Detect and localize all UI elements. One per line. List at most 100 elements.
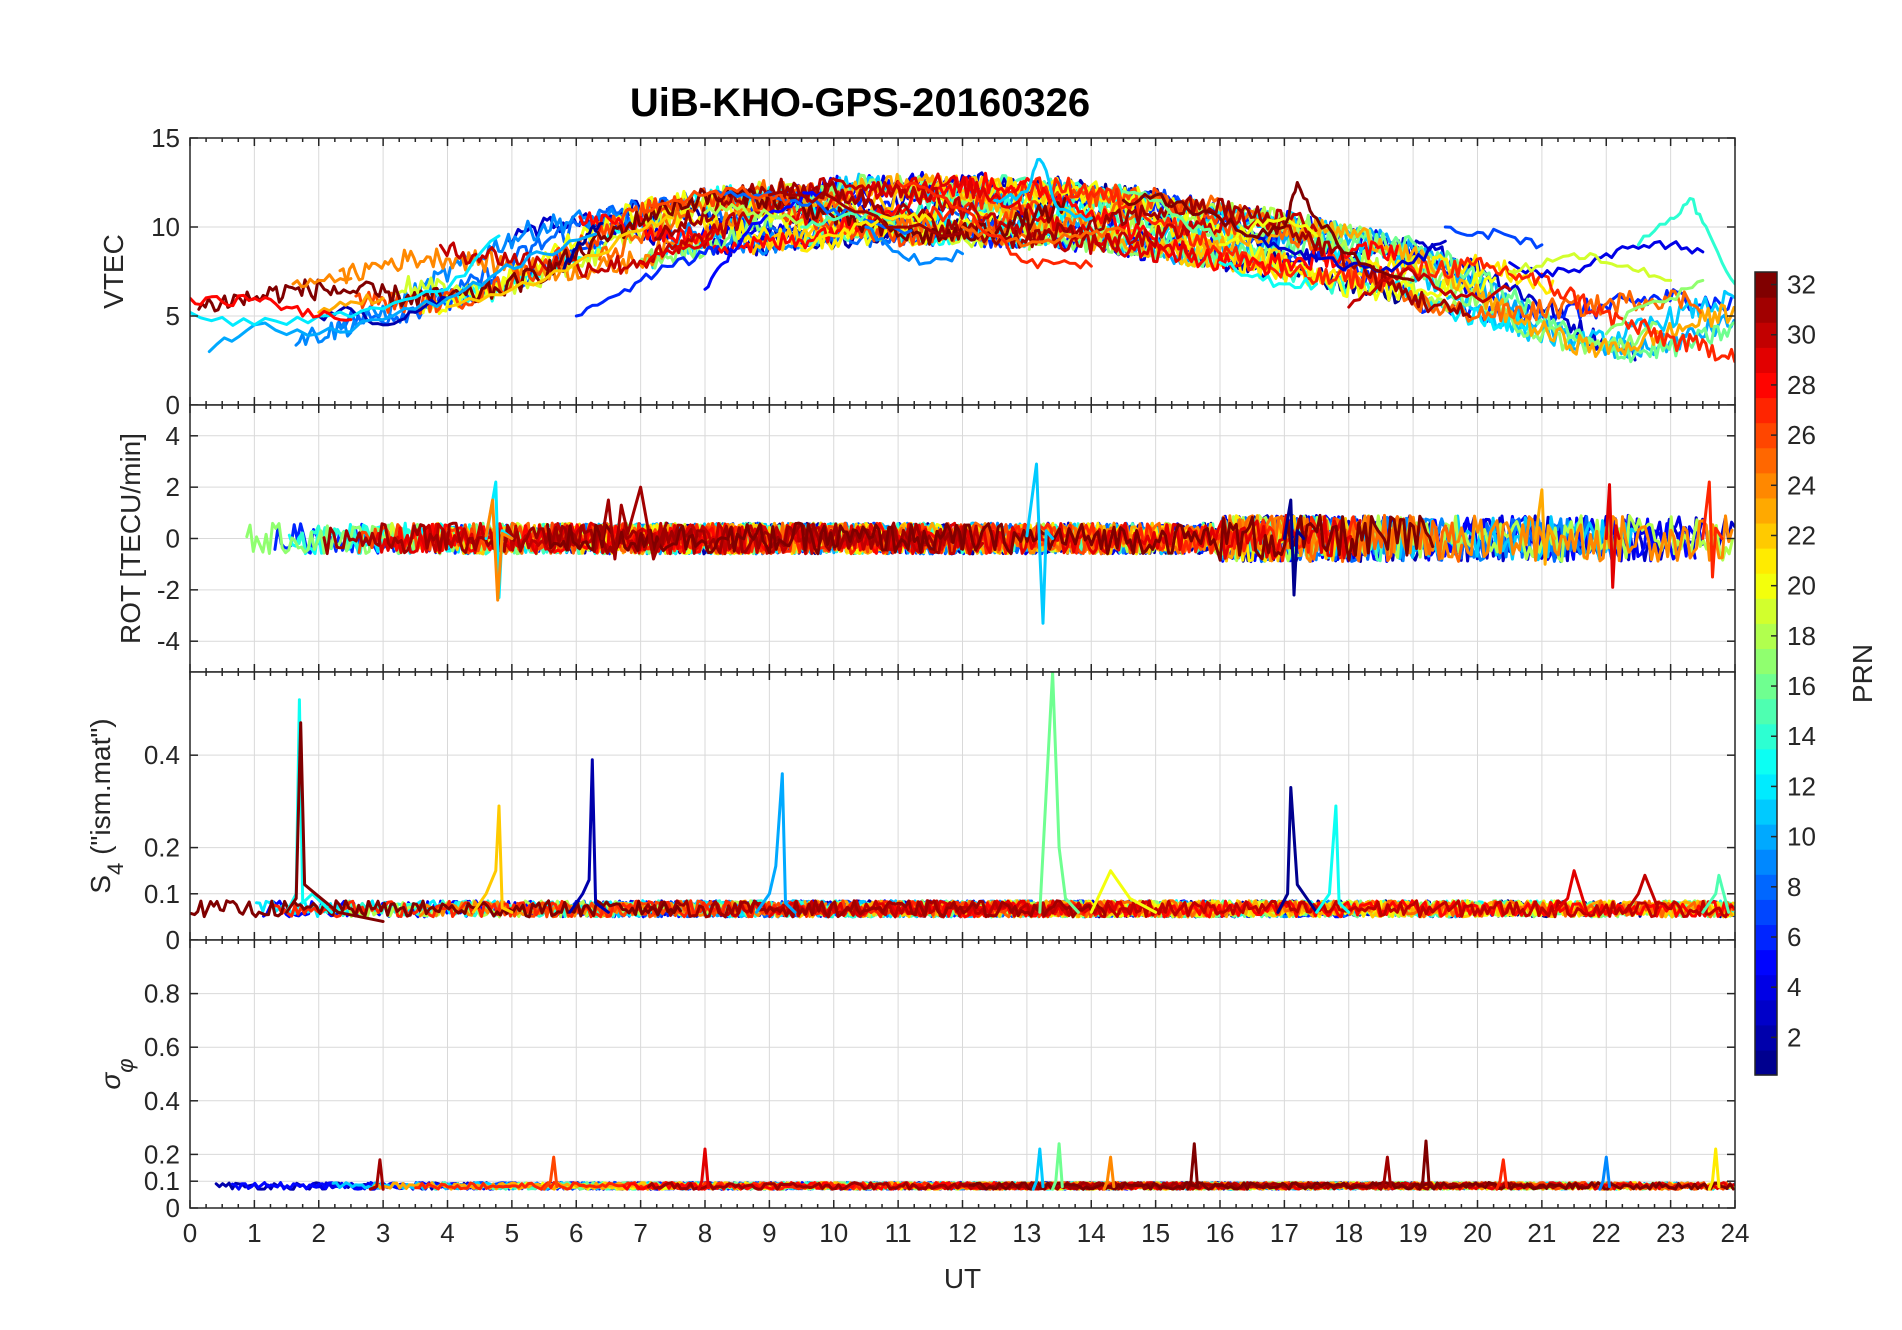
y-tick-label: 5 [166, 301, 180, 331]
series-prn-12 [190, 234, 501, 327]
colorbar-cell [1755, 949, 1777, 976]
series-prn-23 [1533, 488, 1557, 566]
series-prn-14 [1636, 197, 1735, 286]
x-tick-label: 18 [1334, 1218, 1363, 1248]
series-prn-29 [639, 228, 720, 267]
series-prn-22 [446, 214, 675, 309]
colorbar-cell [1755, 999, 1777, 1026]
series-prn-23 [317, 293, 385, 314]
x-tick-label: 11 [885, 1218, 912, 1248]
y-tick-label: 2 [166, 472, 180, 502]
texture-trace [969, 1181, 1735, 1191]
series-prn-18 [703, 203, 804, 225]
y-tick-label: -4 [157, 626, 180, 656]
series-prn-30 [1347, 266, 1512, 309]
texture-trace [439, 177, 1318, 278]
y-axis-label: VTEC [98, 234, 129, 309]
y-tick-label: -2 [157, 575, 180, 605]
colorbar-tick-label: 4 [1787, 972, 1801, 1002]
colorbar-tick-label: 26 [1787, 420, 1816, 450]
colorbar-cell [1755, 297, 1777, 323]
colorbar-tick-label: 22 [1787, 520, 1816, 550]
colorbar-cell [1755, 322, 1777, 348]
series-prn-31 [600, 485, 668, 561]
series-prn-10 [755, 772, 797, 914]
colorbar-cell [1755, 974, 1777, 1001]
series-prn-28 [190, 293, 353, 322]
x-tick-label: 23 [1656, 1218, 1685, 1248]
y-ticks: 00.10.2 0.4 0.6 0.8 [144, 979, 1735, 1223]
colorbar-tick-label: 6 [1787, 922, 1801, 952]
series-prn-21 [800, 212, 932, 253]
texture-trace [654, 177, 1472, 319]
colorbar-cell [1755, 1049, 1777, 1076]
texture-trace [197, 184, 1067, 313]
colorbar-tick-label: 20 [1787, 571, 1816, 601]
colorbar-cell [1755, 874, 1777, 900]
series-prn-24 [484, 498, 514, 602]
colorbar-cell [1755, 548, 1777, 574]
colorbar-label: PRN [1847, 644, 1878, 703]
x-tick-label: 17 [1270, 1218, 1299, 1248]
series-prn-24 [1102, 1155, 1116, 1191]
y-ticks: -4 -2 0 2 4 [157, 421, 1735, 656]
grid [190, 940, 1735, 1208]
series-prn-16 [1038, 672, 1080, 914]
series-prn-25 [961, 225, 1125, 248]
panel-rot: -4 -2 0 2 4 ROT [TECU/min] [115, 404, 1736, 673]
colorbar-frame [1754, 271, 1778, 1076]
panel-vtec: 0 5 10 15 VTEC [98, 123, 1736, 420]
chart-title: UiB-KHO-GPS-20160326 [630, 81, 1090, 125]
series-prn-11 [1025, 462, 1055, 625]
y-ticks: 0 0.1 0.2 0.4 [144, 740, 1735, 955]
x-tick-label: 15 [1141, 1218, 1170, 1248]
series-prn-11 [993, 157, 1093, 222]
y-tick-label: 0 [166, 390, 180, 420]
x-tick-label: 14 [1077, 1218, 1106, 1248]
series-prn-24 [291, 273, 353, 289]
colorbar-cell [1755, 422, 1777, 449]
colorbar-cell [1755, 573, 1777, 599]
x-tick-label: 16 [1206, 1218, 1235, 1248]
series-prn-32 [1186, 1142, 1199, 1191]
colorbar-cell [1755, 773, 1777, 800]
series-prn-29 [1604, 483, 1621, 589]
panel-s4: 0 0.1 0.2 0.4 S4 ("ism.mat") [85, 671, 1736, 955]
colorbar-cell [1755, 924, 1777, 951]
series-prn-20 [1218, 216, 1319, 247]
series-prn-13 [285, 698, 334, 914]
x-axis-label: UT [944, 1263, 981, 1294]
colorbar-cell [1755, 1024, 1777, 1051]
series-prn-19 [1508, 252, 1673, 282]
colorbar-cell [1755, 798, 1777, 825]
series-prn-21 [1707, 1147, 1721, 1191]
series-prn-10 [207, 232, 598, 354]
series-prn-27 [1495, 1158, 1508, 1191]
colorbar-cell [1755, 522, 1777, 549]
colorbar-cell [1755, 849, 1777, 875]
colorbar-cell [1755, 748, 1777, 775]
x-tick-labels: 0 1 2 3 4 5 6 7 8 9 10 11 12 13 14 15 16 17 18 19 20 21 22 23 24 [183, 1218, 1750, 1248]
series-prn-2 [317, 295, 449, 327]
grid [190, 672, 1735, 940]
texture-trace [190, 899, 682, 919]
colorbar-tick-label: 2 [1787, 1022, 1801, 1052]
series-prn-32 [1418, 1139, 1431, 1191]
series-prn-30 [1624, 873, 1660, 914]
x-tick-label: 12 [948, 1218, 977, 1248]
colorbar-cell [1755, 723, 1777, 750]
series-prn-26 [639, 185, 791, 213]
y-tick-label: 0 [166, 524, 180, 554]
colorbar-cell [1755, 472, 1777, 499]
y-axis-label: ROT [TECU/min] [115, 433, 146, 644]
x-tick-label: 8 [698, 1218, 712, 1248]
series-prn-13 [1315, 804, 1351, 914]
x-tick-label: 2 [312, 1218, 326, 1248]
series-prn-4 [1508, 240, 1705, 279]
colorbar-tick-label: 12 [1787, 771, 1816, 801]
series-prn-27 [1701, 480, 1724, 579]
y-tick-label: 0.1 [144, 879, 180, 909]
y-axis-label: S4 ("ism.mat") [85, 718, 128, 893]
